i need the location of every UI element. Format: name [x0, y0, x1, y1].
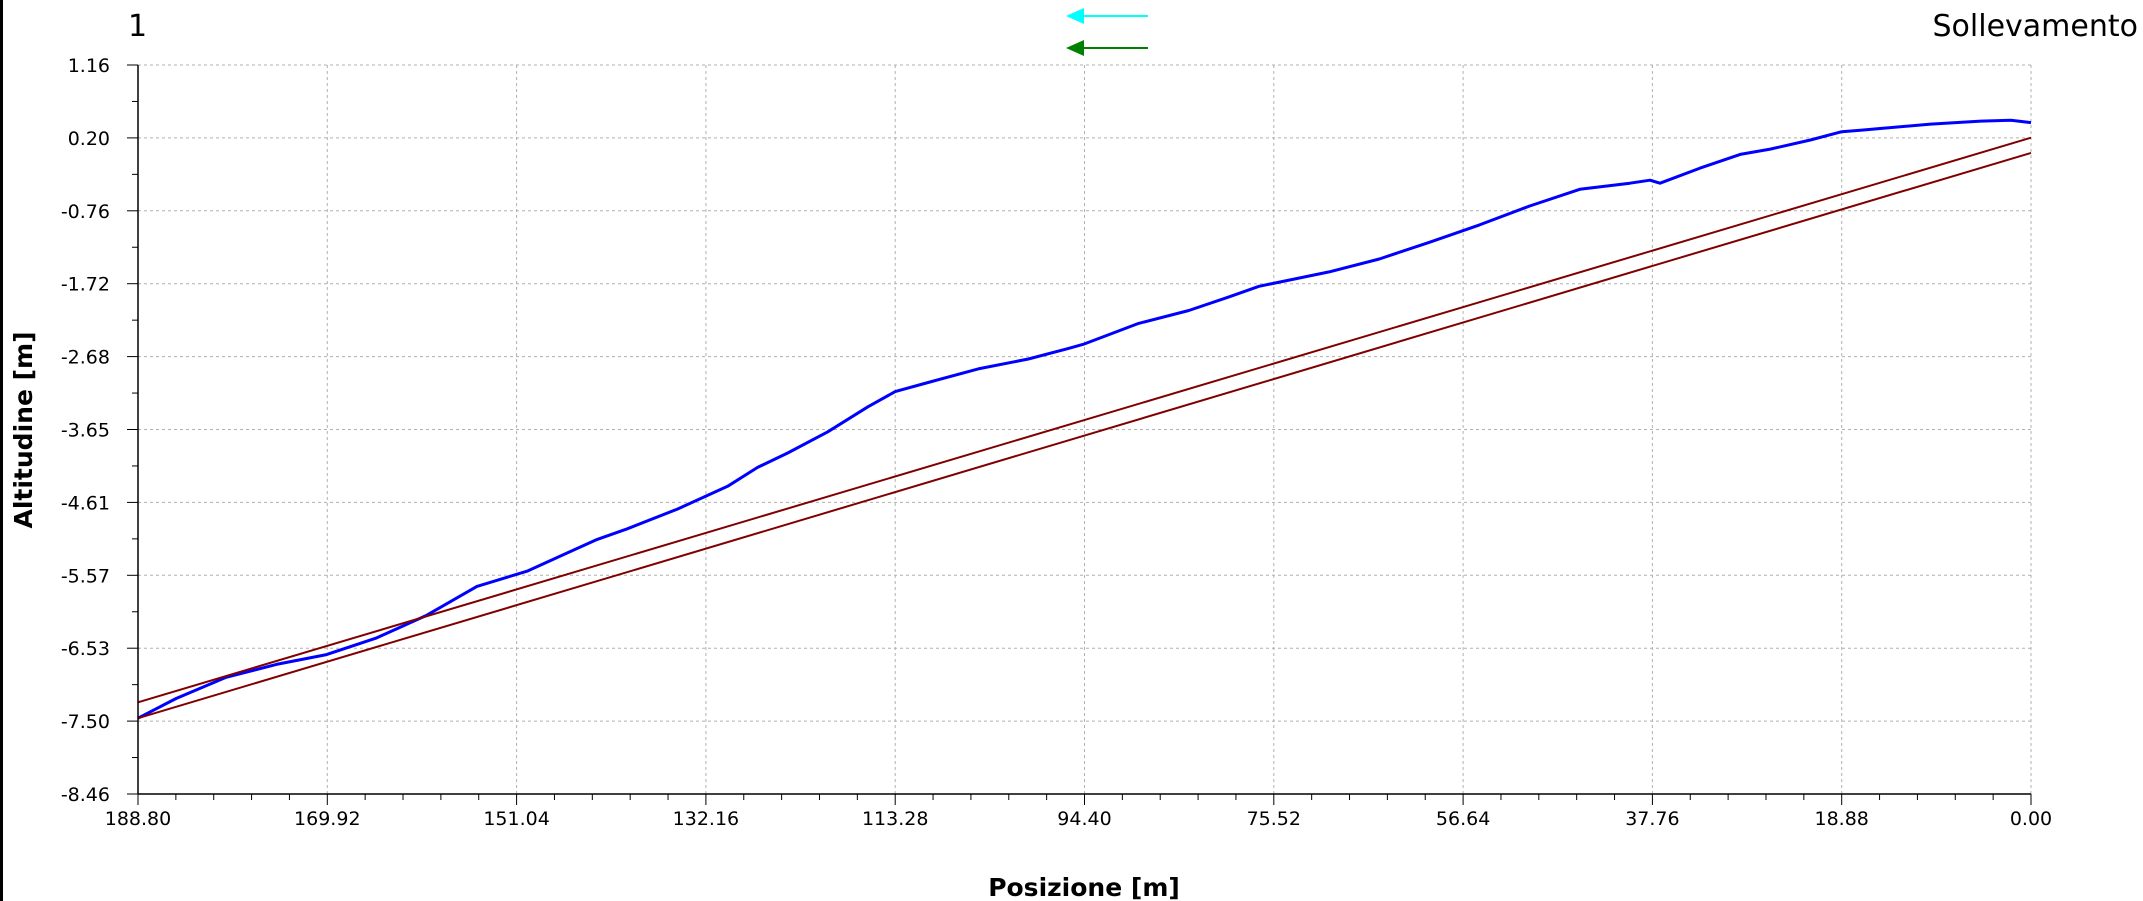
y-tick-label: -7.50 — [61, 711, 110, 733]
x-tick-label: 188.80 — [105, 808, 171, 830]
x-tick-label: 132.16 — [673, 808, 739, 830]
x-tick-label: 94.40 — [1057, 808, 1111, 830]
chart-title: Sollevamento — [1933, 9, 2138, 44]
arrow-left-icon — [1066, 40, 1148, 56]
series-layer — [137, 118, 2032, 720]
x-axis-title: Posizione [m] — [988, 873, 1180, 901]
x-tick-label: 169.92 — [294, 808, 360, 830]
page-number: 1 — [128, 9, 147, 44]
y-tick-labels: 1.16 0.20 -0.76 -1.72 -2.68 -3.65 -4.61 -5.57 -6… — [61, 55, 110, 806]
x-tick-label: 18.88 — [1814, 808, 1868, 830]
x-tick-label: 37.76 — [1625, 808, 1679, 830]
x-tick-labels: 188.80 169.92 151.04 132.16 113.28 94.40 75.52… — [105, 808, 2052, 830]
x-tick-label: 0.00 — [2010, 808, 2052, 830]
y-tick-label: -5.57 — [61, 565, 110, 587]
arrow-left-icon — [1066, 8, 1148, 24]
x-tick-label: 113.28 — [862, 808, 928, 830]
y-tick-label: 1.16 — [68, 55, 110, 77]
x-tick-label: 151.04 — [483, 808, 549, 830]
profile-line — [137, 118, 2032, 720]
legend-arrows — [1066, 8, 1148, 56]
axes — [127, 64, 2032, 805]
y-tick-label: -3.65 — [61, 420, 110, 442]
y-tick-label: -4.61 — [61, 492, 110, 514]
y-tick-label: -2.68 — [61, 347, 110, 369]
grid-lines — [138, 64, 2032, 794]
reference-line — [137, 151, 2032, 720]
left-frame-border — [0, 0, 3, 901]
y-tick-label: 0.20 — [68, 128, 110, 150]
y-tick-label: -8.46 — [61, 784, 110, 806]
reference-line — [137, 136, 2032, 704]
x-tick-label: 75.52 — [1247, 808, 1301, 830]
x-tick-label: 56.64 — [1436, 808, 1490, 830]
y-tick-label: -0.76 — [61, 201, 110, 223]
y-tick-label: -6.53 — [61, 638, 110, 660]
y-axis-title: Altitudine [m] — [9, 331, 38, 528]
y-tick-label: -1.72 — [61, 274, 110, 296]
